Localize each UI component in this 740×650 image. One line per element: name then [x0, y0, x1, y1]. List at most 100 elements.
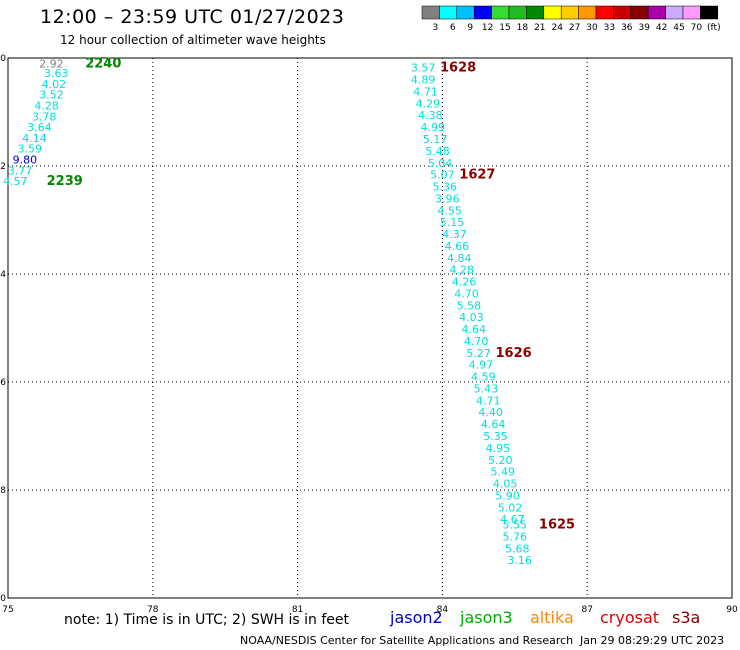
- y-tick-label: 0: [0, 54, 6, 64]
- swh-value-label: 5.04: [428, 157, 453, 170]
- swh-value-label: 5.55: [503, 519, 528, 532]
- colorbar-label: 24: [551, 23, 563, 33]
- colorbar-swatch: [473, 5, 492, 20]
- axis-ticks: 75 78 81 84 87 90 0 -2 -4 -6 -8 -10: [0, 54, 738, 615]
- colorbar-swatch: [682, 5, 701, 20]
- swh-value-label: 4.70: [454, 287, 479, 300]
- colorbar-label: 12: [482, 23, 493, 33]
- swh-value-label: 2.92: [39, 57, 64, 70]
- x-tick-label: 90: [726, 605, 738, 615]
- plot-frame: [7, 57, 733, 599]
- swh-value-label: 4.28: [449, 264, 474, 277]
- colorbar-swatch: [491, 5, 510, 20]
- swh-value-label: 5.02: [498, 501, 523, 514]
- y-tick-label: -6: [0, 378, 6, 388]
- colorbar-label: 18: [517, 23, 529, 33]
- swh-value-label: 3.78: [32, 110, 57, 123]
- colorbar-swatch: [700, 5, 719, 20]
- colorbar-label: (ft): [707, 23, 721, 33]
- colorbar-label: 3: [433, 23, 439, 33]
- swh-value-label: 4.02: [42, 78, 67, 91]
- colorbar-label: 45: [673, 23, 684, 33]
- swh-value-label: 4.55: [437, 204, 462, 217]
- colorbar-label: 6: [450, 23, 456, 33]
- swh-value-label: 3.16: [507, 554, 532, 567]
- swh-value-label: 4.38: [418, 109, 443, 122]
- swh-value-label: 3.63: [44, 67, 69, 80]
- time-label: 1628: [440, 61, 476, 76]
- colorbar-label: 30: [586, 23, 598, 33]
- colorbar-label: 9: [467, 23, 473, 33]
- swh-value-label: 5.48: [425, 145, 450, 158]
- swh-value-label: 4.64: [462, 323, 487, 336]
- time-label: 1626: [495, 346, 531, 361]
- swh-value-label: 5.36: [433, 181, 458, 194]
- swh-value-label: 4.70: [464, 335, 489, 348]
- swh-value-label: 3.59: [17, 143, 42, 156]
- swh-value-label: 5.17: [423, 133, 448, 146]
- swh-value-label: 5.58: [457, 299, 482, 312]
- y-tick-label: -4: [0, 270, 6, 280]
- colorbar-swatch: [647, 5, 666, 20]
- swh-value-label: 5.07: [430, 169, 455, 182]
- swh-value-label: 9.80: [13, 154, 38, 167]
- swh-value-label: 5.20: [488, 454, 513, 467]
- swh-value-label: 4.05: [493, 478, 518, 491]
- x-tick-label: 78: [147, 605, 159, 615]
- swh-value-label: 4.71: [476, 394, 501, 407]
- swh-value-label: 4.99: [420, 121, 445, 134]
- swh-value-label: 4.03: [459, 311, 484, 324]
- swh-value-label: 5.49: [490, 466, 515, 479]
- colorbar-swatch: [439, 5, 458, 20]
- swh-value-label: 5.90: [495, 489, 520, 502]
- y-tick-label: -2: [0, 162, 6, 172]
- swh-value-label: 5.27: [466, 347, 491, 360]
- satellite-legend-item: s3a: [672, 608, 701, 627]
- swh-value-label: 4.97: [469, 359, 494, 372]
- y-tick-label: -8: [0, 486, 6, 496]
- colorbar-swatch: [630, 5, 649, 20]
- colorbar-swatch: [578, 5, 597, 20]
- satellite-legend-item: jason3: [460, 608, 513, 627]
- footer-note: note: 1) Time is in UTC; 2) SWH is in fe…: [64, 612, 350, 628]
- time-label: 2239: [47, 174, 83, 189]
- colorbar-swatch: [526, 5, 545, 20]
- colorbar-swatch: [665, 5, 684, 20]
- swh-value-label: 4.37: [442, 228, 467, 241]
- swh-value-label: 4.64: [481, 418, 506, 431]
- swh-value-label: 3.77: [8, 164, 33, 177]
- satellite-legend-item: cryosat: [600, 608, 660, 627]
- colorbar-label: 33: [604, 23, 615, 33]
- x-tick-label: 81: [292, 605, 303, 615]
- colorbar-label: 36: [621, 23, 633, 33]
- swh-value-label: 5.76: [503, 530, 528, 543]
- swh-value-label: 4.29: [416, 97, 441, 110]
- x-tick-label: 75: [2, 605, 13, 615]
- colorbar-swatch: [508, 5, 527, 20]
- swh-value-label: 4.67: [500, 513, 525, 526]
- credit-line: NOAA/NESDIS Center for Satellite Applica…: [240, 634, 574, 647]
- swh-value-label: 5.35: [483, 430, 508, 443]
- y-tick-label: -10: [0, 594, 6, 604]
- swh-value-label: 3.57: [411, 62, 436, 75]
- colorbar-swatch: [421, 5, 440, 20]
- swh-value-label: 4.95: [486, 442, 511, 455]
- colorbar-label: 70: [691, 23, 703, 33]
- swh-value-label: 5.15: [440, 216, 465, 229]
- colorbar-label: 27: [569, 23, 580, 33]
- swh-value-label: 3.96: [435, 192, 460, 205]
- colorbar-label: 15: [499, 23, 510, 33]
- colorbar-swatch: [543, 5, 562, 20]
- colorbar-swatch: [613, 5, 632, 20]
- swh-value-label: 4.66: [445, 240, 470, 253]
- swh-value-label: 4.40: [478, 406, 503, 419]
- swh-value-label: 4.89: [411, 74, 436, 87]
- swh-value-label: 4.57: [3, 175, 28, 188]
- colorbar-swatch: [560, 5, 579, 20]
- x-tick-label: 84: [437, 605, 449, 615]
- colorbar-label: 39: [638, 23, 650, 33]
- swh-colorbar: 3 6 9 12 15 18 21 24 27 30 33 36 39 42 45 70 (ft): [421, 5, 721, 33]
- time-label: 1627: [459, 168, 495, 183]
- grid-lines: [8, 58, 732, 598]
